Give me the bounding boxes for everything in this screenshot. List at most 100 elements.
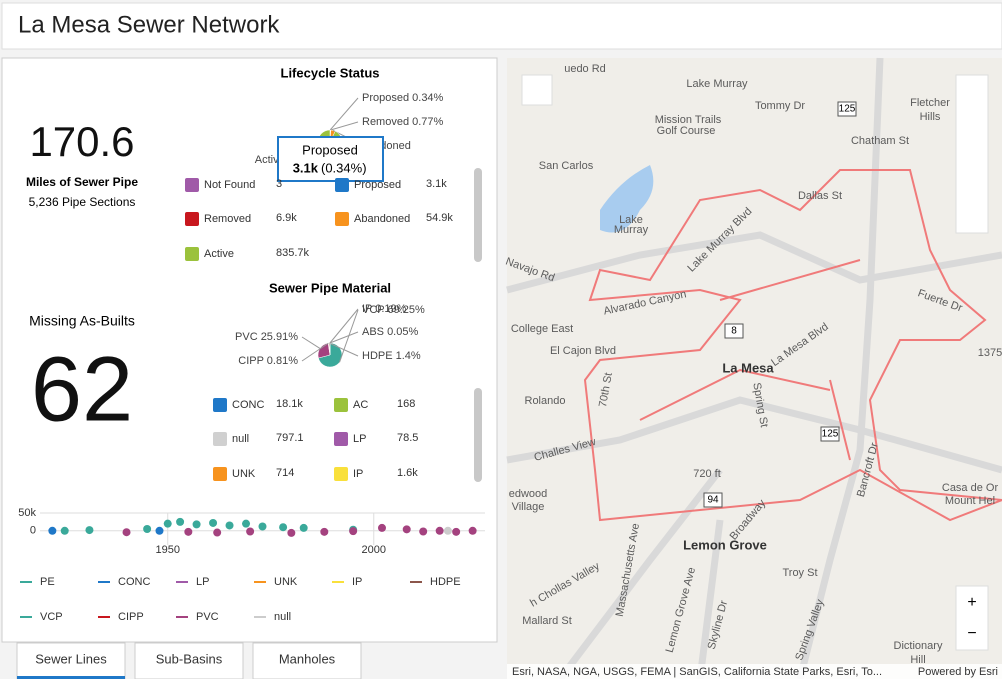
pie-label: Removed 0.77% [362,116,444,128]
road-shield-label: 125 [822,429,839,440]
legend-name: HDPE [430,576,461,588]
legend-name: VCP [40,611,63,623]
y-tick-label: 50k [18,507,36,519]
legend-name: null [274,611,291,623]
legend-value: 6.9k [276,212,297,224]
legend-name: IP [352,576,362,588]
map-toolbar[interactable] [956,75,988,233]
powered-by: Powered by Esri [918,666,998,678]
legend-name: AC [353,399,368,411]
map-label: Golf Course [657,125,716,137]
road-shield-label: 94 [707,495,719,506]
point [184,528,192,536]
legend-value: 797.1 [276,432,304,444]
point [469,527,477,535]
point [155,527,163,535]
pie-label: HDPE 1.4% [362,350,421,362]
point [143,525,151,533]
point [452,528,460,536]
legend-name: Proposed [354,179,401,191]
point [259,523,267,531]
map-label: Hills [920,111,941,123]
map-label: San Carlos [539,160,594,172]
zoom-in[interactable]: + [967,594,976,611]
map-label: Mallard St [522,615,572,627]
map-label: edwood [509,488,548,500]
tooltip-pct: (0.34%) [321,160,367,175]
map-label: Mount Hel [945,495,995,507]
point [279,523,287,531]
map-label: Troy St [782,567,817,579]
legend-name: CONC [118,576,150,588]
point [349,527,357,535]
road-shield-label: 125 [839,104,856,115]
legend-swatch [213,467,227,481]
stat-sub: 5,236 Pipe Sections [29,195,136,209]
point [419,527,427,535]
map-label: Dictionary [894,640,943,652]
legend-name: UNK [232,468,256,480]
map-label: Rolando [525,395,566,407]
scrollbar[interactable] [474,168,482,262]
road-shield-label: 8 [731,326,737,337]
legend-value: 54.9k [426,212,453,224]
map-label: 1375 [978,347,1002,359]
chart-title: Lifecycle Status [281,65,380,80]
map-label: Chatham St [851,135,909,147]
attribution: Esri, NASA, NGA, USGS, FEMA | SanGIS, Ca… [512,666,882,678]
map-label: uedo Rd [564,63,606,75]
point [164,520,172,528]
pie-label: IP 0.19% [362,303,407,315]
point [226,521,234,529]
legend-swatch [185,178,199,192]
legend-name: Not Found [204,179,255,191]
legend-value: 835.7k [276,247,310,259]
legend-swatch [213,398,227,412]
x-tick-label: 2000 [362,544,386,556]
legend-swatch [335,212,349,226]
map-label: Tommy Dr [755,100,805,112]
stat-value: 62 [31,338,133,440]
legend-name: null [232,433,249,445]
legend-swatch [185,212,199,226]
stat-label: Miles of Sewer Pipe [26,175,138,189]
point [320,528,328,536]
pie-label: ABS 0.05% [362,326,418,338]
legend-name: IP [353,468,363,480]
legend-name: Abandoned [354,213,410,225]
map-label: College East [511,323,573,335]
point [193,520,201,528]
chart-title: Sewer Pipe Material [269,280,391,295]
x-tick-label: 1950 [155,544,179,556]
tool-button[interactable] [522,75,552,105]
point [436,527,444,535]
legend-name: CIPP [118,611,144,623]
legend-name: Removed [204,213,251,225]
legend-swatch [213,432,227,446]
legend-name: LP [353,433,366,445]
map-label: Village [512,501,545,513]
point [123,528,131,536]
legend-value: 1.6k [397,467,418,479]
legend-swatch [185,247,199,261]
zoom-out[interactable]: − [967,625,976,642]
pie-label: PVC 25.91% [235,331,298,343]
point [246,527,254,535]
map-label: Casa de Or [942,482,999,494]
scrollbar[interactable] [474,388,482,482]
legend-swatch [334,467,348,481]
tooltip-title: Proposed [302,142,358,157]
point [176,518,184,526]
legend-value: 18.1k [276,398,303,410]
point [61,527,69,535]
map-label: Fletcher [910,97,950,109]
legend-swatch [334,398,348,412]
point [242,520,250,528]
point [48,527,56,535]
legend-name: PE [40,576,55,588]
tab-label: Manholes [279,651,336,666]
map-label: Dallas St [798,190,842,202]
legend-name: LP [196,576,209,588]
